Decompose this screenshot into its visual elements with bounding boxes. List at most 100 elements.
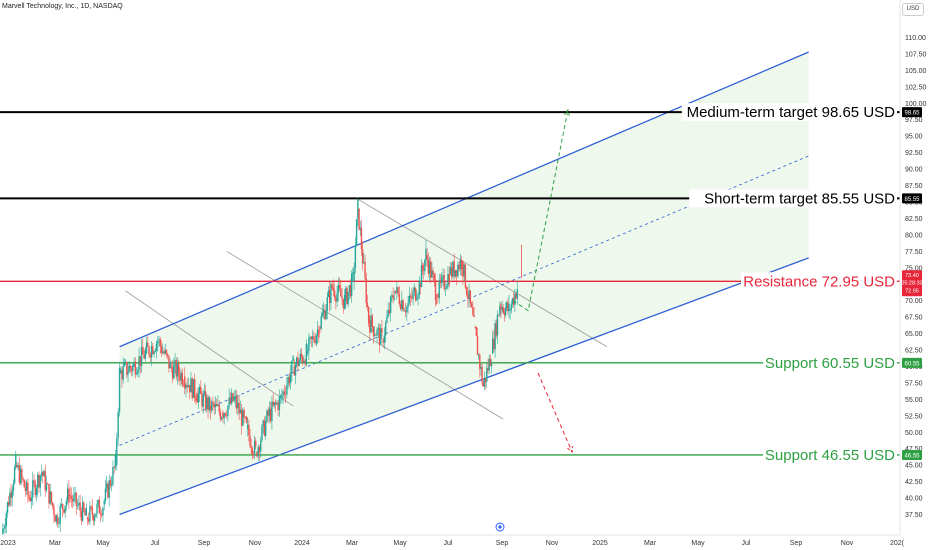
- candle-body: [186, 384, 188, 387]
- candle-body: [154, 350, 156, 352]
- resistance-label: Resistance 72.95 USD: [743, 273, 895, 290]
- y-tick-label: 45.00: [905, 463, 923, 470]
- candle-body: [144, 350, 147, 359]
- candle-body: [381, 328, 383, 333]
- x-tick-label: Jul: [742, 540, 751, 547]
- candle-body: [32, 480, 34, 498]
- candle-body: [322, 309, 325, 314]
- candle-body: [441, 277, 443, 283]
- candle-body: [262, 420, 264, 427]
- candle-body: [276, 402, 278, 405]
- candle-body: [300, 353, 303, 358]
- candle-body: [213, 403, 215, 408]
- candle-body: [105, 483, 108, 489]
- candle-body: [454, 270, 457, 277]
- candle-body: [5, 513, 8, 526]
- support-1-axis-tag-text: 60.55: [904, 361, 920, 367]
- candle-body: [289, 373, 292, 384]
- candle-body: [70, 496, 73, 499]
- channel-fill: [119, 52, 809, 515]
- candle-body: [129, 365, 132, 369]
- currency-button[interactable]: USD: [902, 3, 924, 16]
- candle-body: [211, 401, 213, 411]
- y-tick-label: 62.50: [905, 348, 923, 355]
- bullish-projection-path: [512, 109, 569, 312]
- candle-body: [23, 479, 25, 488]
- candle-body: [117, 411, 119, 438]
- short-term-target-level: Short-term target 85.55 USD: [0, 189, 900, 208]
- candle-body: [242, 409, 244, 426]
- candle-body: [162, 351, 164, 354]
- candle-body: [394, 290, 397, 293]
- support-1-axis-tag: [902, 357, 922, 368]
- support-1-label: Support 60.55 USD: [765, 355, 895, 372]
- candle-body: [409, 295, 412, 298]
- candle-body: [264, 421, 267, 436]
- candle-body: [110, 484, 113, 486]
- x-tick-label: Sep: [790, 540, 803, 547]
- candle-body: [286, 384, 288, 395]
- candle-body: [121, 370, 123, 380]
- candle-body: [313, 336, 315, 341]
- candle-body: [251, 448, 254, 454]
- y-tick-label: 50.00: [905, 430, 923, 437]
- candle-body: [44, 471, 46, 491]
- candle-body: [347, 292, 349, 305]
- y-tick-label: 97.50: [905, 117, 923, 124]
- candle-body: [182, 384, 185, 385]
- y-tick-label: 107.50: [905, 51, 927, 58]
- candle-body: [349, 285, 352, 297]
- candle-body: [353, 268, 355, 281]
- short-term-target-axis-tag-text: 85.55: [904, 197, 920, 203]
- candle-body: [494, 323, 496, 350]
- candle-body: [73, 495, 75, 502]
- candle-body: [133, 361, 135, 367]
- candle-body: [342, 298, 345, 309]
- candle-body: [197, 393, 200, 403]
- candle-body: [489, 358, 492, 367]
- candle-body: [505, 302, 508, 309]
- candle-body: [191, 378, 193, 398]
- candle-body: [29, 498, 32, 501]
- event-marker-icon[interactable]: [495, 522, 505, 532]
- candle-body: [238, 402, 240, 414]
- candle-body: [496, 314, 499, 336]
- candle-body: [158, 339, 160, 341]
- candle-body: [315, 335, 318, 344]
- y-tick-label: 80.00: [905, 232, 923, 239]
- candle-body: [112, 466, 114, 485]
- x-tick-label: Sep: [496, 540, 509, 547]
- candle-body: [69, 494, 71, 497]
- candle-body: [267, 410, 269, 416]
- candle-body: [220, 417, 223, 420]
- candle-body: [184, 376, 186, 389]
- candle-body: [514, 293, 516, 305]
- candle-body: [233, 396, 235, 402]
- candle-body: [171, 367, 174, 379]
- candle-body: [337, 284, 340, 294]
- x-tick-label: Sep: [198, 540, 211, 547]
- candle-body: [377, 328, 380, 330]
- candle-body: [392, 295, 394, 299]
- candle-body: [102, 507, 104, 516]
- candle-body: [448, 274, 450, 285]
- candle-body: [459, 259, 462, 270]
- short-term-target-label: Short-term target 85.55 USD: [704, 190, 895, 207]
- candle-body: [414, 287, 417, 301]
- candle-body: [346, 288, 348, 305]
- candle-body: [219, 411, 222, 420]
- candle-body: [493, 338, 495, 350]
- candle-body: [174, 360, 176, 365]
- candle-body: [336, 293, 338, 302]
- candle-body: [427, 259, 430, 274]
- candle-body: [34, 482, 36, 495]
- candle-body: [59, 505, 61, 524]
- candle-body: [277, 402, 279, 411]
- candle-body: [155, 343, 158, 351]
- candle-body: [288, 377, 291, 384]
- candle-body: [137, 369, 139, 373]
- candle-body: [382, 340, 384, 343]
- candle-body: [173, 364, 175, 379]
- candle-body: [135, 372, 138, 375]
